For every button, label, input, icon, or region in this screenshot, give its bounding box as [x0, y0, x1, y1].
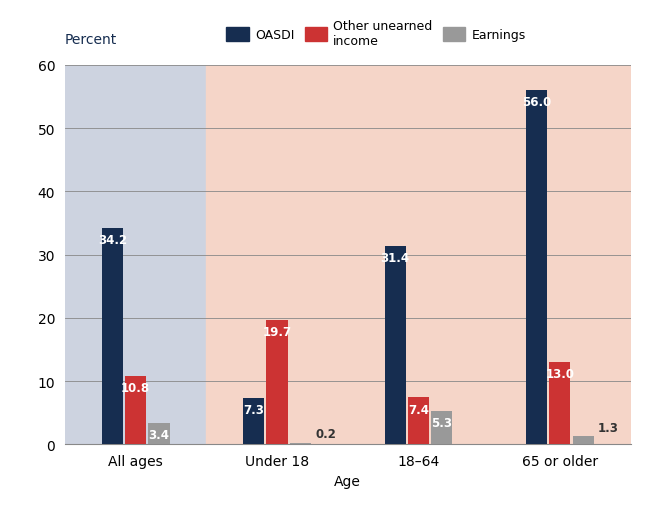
Text: 34.2: 34.2 — [98, 233, 127, 246]
Legend: OASDI, Other unearned
income, Earnings: OASDI, Other unearned income, Earnings — [222, 15, 530, 53]
Bar — [125, 376, 146, 444]
Text: 31.4: 31.4 — [380, 251, 410, 264]
Text: 56.0: 56.0 — [522, 96, 551, 109]
Bar — [431, 411, 452, 444]
Text: 7.3: 7.3 — [243, 403, 264, 416]
Text: 1.3: 1.3 — [598, 421, 619, 434]
Text: Percent: Percent — [65, 33, 117, 46]
Text: 10.8: 10.8 — [121, 381, 150, 394]
Bar — [348, 66, 489, 444]
Bar — [102, 228, 123, 444]
Text: 7.4: 7.4 — [408, 403, 429, 416]
Bar — [573, 436, 593, 444]
Bar — [207, 66, 348, 444]
Bar — [526, 91, 547, 444]
Bar — [489, 66, 630, 444]
Bar — [65, 66, 207, 444]
Bar — [385, 246, 406, 444]
Bar — [290, 443, 311, 444]
Text: 3.4: 3.4 — [148, 428, 170, 441]
Text: 13.0: 13.0 — [545, 368, 575, 380]
Bar — [549, 363, 571, 444]
Bar — [148, 423, 170, 444]
X-axis label: Age: Age — [334, 474, 361, 488]
Text: 0.2: 0.2 — [315, 428, 336, 440]
Text: 5.3: 5.3 — [431, 416, 452, 429]
Bar — [243, 398, 265, 444]
Text: 19.7: 19.7 — [263, 325, 292, 338]
Bar — [408, 398, 429, 444]
Bar — [266, 320, 288, 444]
